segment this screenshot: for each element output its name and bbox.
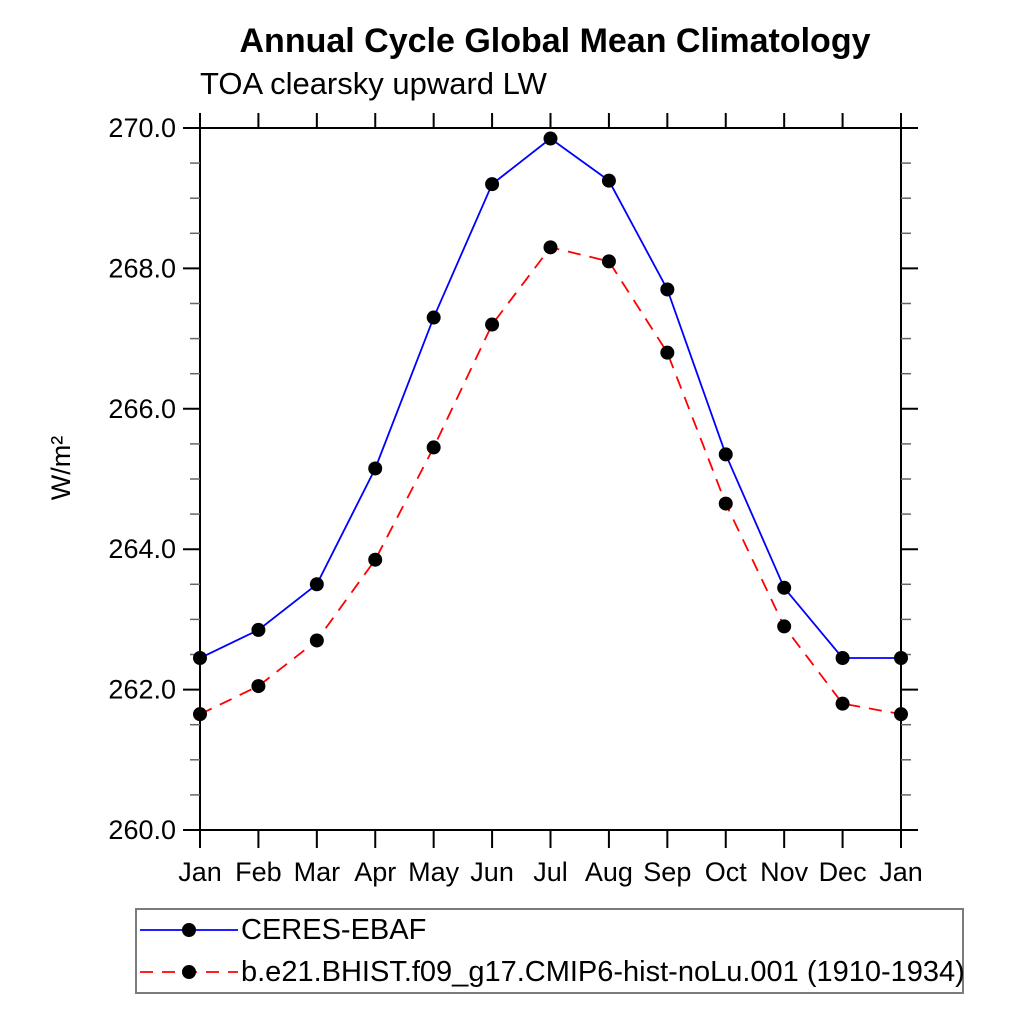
legend-label: b.e21.BHIST.f09_g17.CMIP6-hist-noLu.001 … bbox=[241, 956, 965, 988]
series-line bbox=[199, 137, 901, 659]
y-tick-label: 264.0 bbox=[108, 534, 176, 564]
y-ticks: 260.0 262.0 264.0 266.0 268.0 270.0 bbox=[108, 113, 918, 845]
x-tick-label: Nov bbox=[760, 857, 809, 887]
axes-frame bbox=[199, 127, 902, 831]
data-point-marker bbox=[777, 580, 792, 595]
data-point-marker bbox=[835, 651, 850, 666]
data-point-marker bbox=[193, 707, 207, 722]
data-point-marker bbox=[894, 651, 908, 666]
data-point-marker bbox=[660, 345, 675, 360]
y-tick-label: 260.0 bbox=[108, 815, 176, 845]
series-line bbox=[199, 246, 902, 716]
x-tick-label: Oct bbox=[705, 857, 748, 887]
y-tick-label: 270.0 bbox=[108, 113, 176, 143]
data-point-marker bbox=[894, 707, 908, 722]
legend-row: CERES-EBAF bbox=[137, 912, 962, 948]
legend-box: CERES-EBAF b.e21.BHIST.f09_g17.CMIP6-hist… bbox=[135, 908, 965, 994]
data-point-marker bbox=[835, 696, 850, 711]
x-tick-label: Mar bbox=[294, 857, 341, 887]
data-point-marker bbox=[601, 173, 616, 188]
chart-title: Annual Cycle Global Mean Climatology bbox=[239, 22, 871, 60]
legend-label: CERES-EBAF bbox=[241, 914, 427, 946]
data-point-marker bbox=[718, 447, 733, 462]
data-point-marker bbox=[485, 317, 500, 332]
x-ticks: Jan Feb Mar Apr May Jun Jul Aug Sep Oct Nov Dec Jan bbox=[178, 113, 923, 887]
x-tick-label: Jan bbox=[178, 857, 222, 887]
data-point-marker bbox=[309, 577, 324, 592]
dashed-line-marker-icon bbox=[140, 965, 238, 979]
y-tick-label: 268.0 bbox=[108, 253, 176, 283]
x-tick-label: Aug bbox=[585, 857, 633, 887]
data-point-marker bbox=[251, 622, 266, 637]
data-point-marker bbox=[251, 679, 266, 694]
data-point-marker bbox=[601, 254, 616, 269]
x-tick-label: Dec bbox=[819, 857, 867, 887]
data-point-marker bbox=[426, 310, 441, 325]
y-tick-label: 262.0 bbox=[108, 675, 176, 705]
data-point-marker bbox=[368, 552, 383, 567]
y-tick-label: 266.0 bbox=[108, 394, 176, 424]
x-tick-label: Feb bbox=[235, 857, 282, 887]
data-point-marker bbox=[485, 177, 500, 192]
data-point-marker bbox=[543, 131, 558, 146]
data-point-marker bbox=[543, 240, 558, 255]
data-point-marker bbox=[193, 651, 207, 666]
x-tick-label: Jun bbox=[470, 857, 514, 887]
data-point-marker bbox=[777, 619, 792, 634]
legend-row: b.e21.BHIST.f09_g17.CMIP6-hist-noLu.001 … bbox=[137, 954, 965, 990]
chart-subtitle: TOA clearsky upward LW bbox=[200, 66, 547, 101]
x-tick-label: Jan bbox=[879, 857, 923, 887]
series-obs bbox=[193, 131, 908, 666]
data-point-marker bbox=[426, 440, 441, 455]
x-tick-label: May bbox=[408, 857, 460, 887]
data-point-marker bbox=[309, 633, 324, 648]
x-tick-label: Sep bbox=[643, 857, 691, 887]
x-tick-label: Apr bbox=[354, 857, 396, 887]
data-point-marker bbox=[718, 496, 733, 511]
data-point-marker bbox=[660, 282, 675, 297]
series-model bbox=[193, 240, 908, 722]
x-tick-label: Jul bbox=[533, 857, 568, 887]
data-point-marker bbox=[368, 461, 383, 476]
solid-line-marker-icon bbox=[140, 923, 238, 937]
